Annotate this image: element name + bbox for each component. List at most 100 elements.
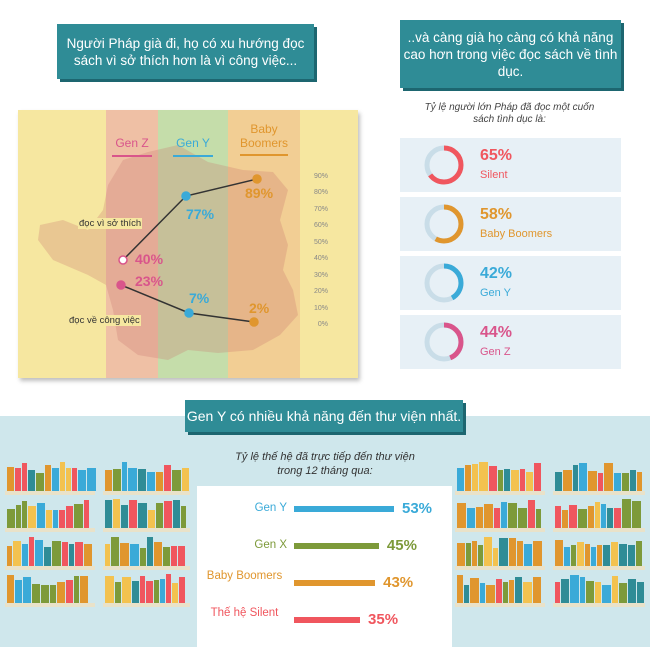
value-hobby-gen-z: 40% — [135, 251, 164, 267]
book-spine — [604, 463, 613, 491]
legend-gen-z: Gen Z — [103, 136, 161, 157]
book-spine — [636, 541, 642, 566]
book-spine — [601, 504, 606, 528]
library-banner-text: Gen Y có nhiều khả năng đến thư viện nhấ… — [186, 407, 462, 424]
donut-fill — [424, 145, 464, 185]
y-tick-label: 10% — [313, 304, 328, 312]
book-spine — [7, 467, 14, 491]
bar-category-label: Baby Boomers — [206, 570, 283, 582]
y-tick-label: 30% — [313, 271, 328, 279]
book-spine — [74, 576, 79, 603]
donut-label: Baby Boomers — [480, 228, 553, 240]
book-spine — [23, 577, 31, 603]
book-spine — [588, 471, 597, 491]
book-spine — [147, 537, 153, 566]
book-spine — [637, 582, 644, 603]
book-spine — [146, 581, 153, 603]
book-spine — [22, 501, 27, 528]
gen-z-column — [106, 110, 158, 378]
book-spine — [588, 506, 594, 528]
book-spine — [66, 506, 73, 528]
book-spine — [164, 465, 171, 491]
value-work-gen-z: 23% — [135, 273, 164, 289]
book-spine — [138, 503, 147, 528]
book-spine — [494, 508, 500, 528]
book-spine — [555, 540, 563, 566]
donut-chart — [424, 204, 464, 244]
book-spine — [57, 582, 65, 603]
legend-gen-y-underline — [173, 155, 213, 157]
book-spine — [595, 582, 601, 603]
book-spine — [628, 545, 635, 566]
book-spine — [69, 544, 74, 566]
book-spine — [602, 585, 611, 603]
book-spine — [478, 545, 483, 566]
book-spine — [562, 510, 568, 528]
donut-label: Gen Z — [480, 346, 511, 358]
book-spine — [52, 468, 59, 491]
book-spine — [172, 470, 181, 491]
book-spine — [489, 466, 497, 491]
book-spine — [29, 537, 34, 566]
value-hobby-gen-y: 77% — [186, 206, 215, 222]
top-right-banner: ..và càng già họ càng có khả năng cao hơ… — [400, 20, 621, 88]
book-spine — [84, 544, 92, 566]
book-spine — [467, 508, 475, 528]
book-spine — [526, 472, 533, 491]
donut-percent: 42% — [480, 265, 513, 282]
book-spine — [457, 543, 465, 566]
book-spine — [619, 583, 627, 603]
book-spine — [111, 537, 119, 566]
library-subtitle: Tỷ lệ thế hệ đã trực tiếp đến thư viện t… — [235, 451, 415, 477]
book-spine — [476, 507, 483, 528]
book-spine — [520, 469, 525, 491]
book-spine — [479, 462, 488, 491]
book-spine — [75, 542, 83, 566]
book-spine — [87, 468, 96, 491]
book-spine — [518, 508, 527, 528]
book-spine — [105, 500, 112, 528]
book-spine — [53, 510, 58, 528]
book-spine — [130, 544, 139, 566]
book-spine — [480, 583, 485, 603]
book-spine — [509, 580, 514, 603]
top-left-banner: Người Pháp già đi, họ có xu hướng đọc sá… — [57, 24, 314, 79]
book-spine — [181, 506, 186, 528]
series-point — [252, 174, 262, 184]
book-spine — [74, 504, 83, 528]
bar-category-label: Thế hệ Silent — [210, 607, 279, 619]
book-spine — [493, 548, 498, 566]
library-bar — [294, 580, 376, 586]
shelf-board — [103, 491, 190, 495]
book-spine — [561, 579, 569, 603]
book-spine — [115, 582, 121, 603]
shelf-board — [553, 528, 645, 532]
book-spine — [573, 465, 578, 491]
book-spine — [571, 545, 576, 566]
book-spine — [622, 499, 631, 528]
book-spine — [591, 547, 596, 566]
value-work-baby-boomers: 2% — [249, 300, 270, 316]
map-lines-layer — [116, 174, 262, 327]
book-spine — [160, 579, 165, 603]
book-spine — [45, 465, 51, 491]
book-spine — [555, 472, 562, 491]
y-tick-label: 80% — [313, 189, 328, 197]
book-spine — [105, 576, 114, 603]
book-spine — [508, 503, 517, 528]
y-tick-label: 50% — [313, 238, 328, 246]
book-spine — [60, 462, 65, 491]
book-spine — [28, 506, 36, 528]
sex-books-card: 58% Baby Boomers — [400, 197, 621, 251]
series-point — [181, 191, 191, 201]
book-spine — [472, 541, 477, 566]
book-spine — [182, 468, 189, 491]
shelf-board — [553, 491, 645, 495]
book-spine — [614, 473, 621, 491]
library-bar — [294, 543, 379, 549]
book-spine — [598, 473, 603, 491]
book-spine — [156, 472, 163, 491]
book-spine — [564, 547, 570, 566]
book-spine — [504, 469, 510, 491]
book-spine — [173, 500, 180, 528]
